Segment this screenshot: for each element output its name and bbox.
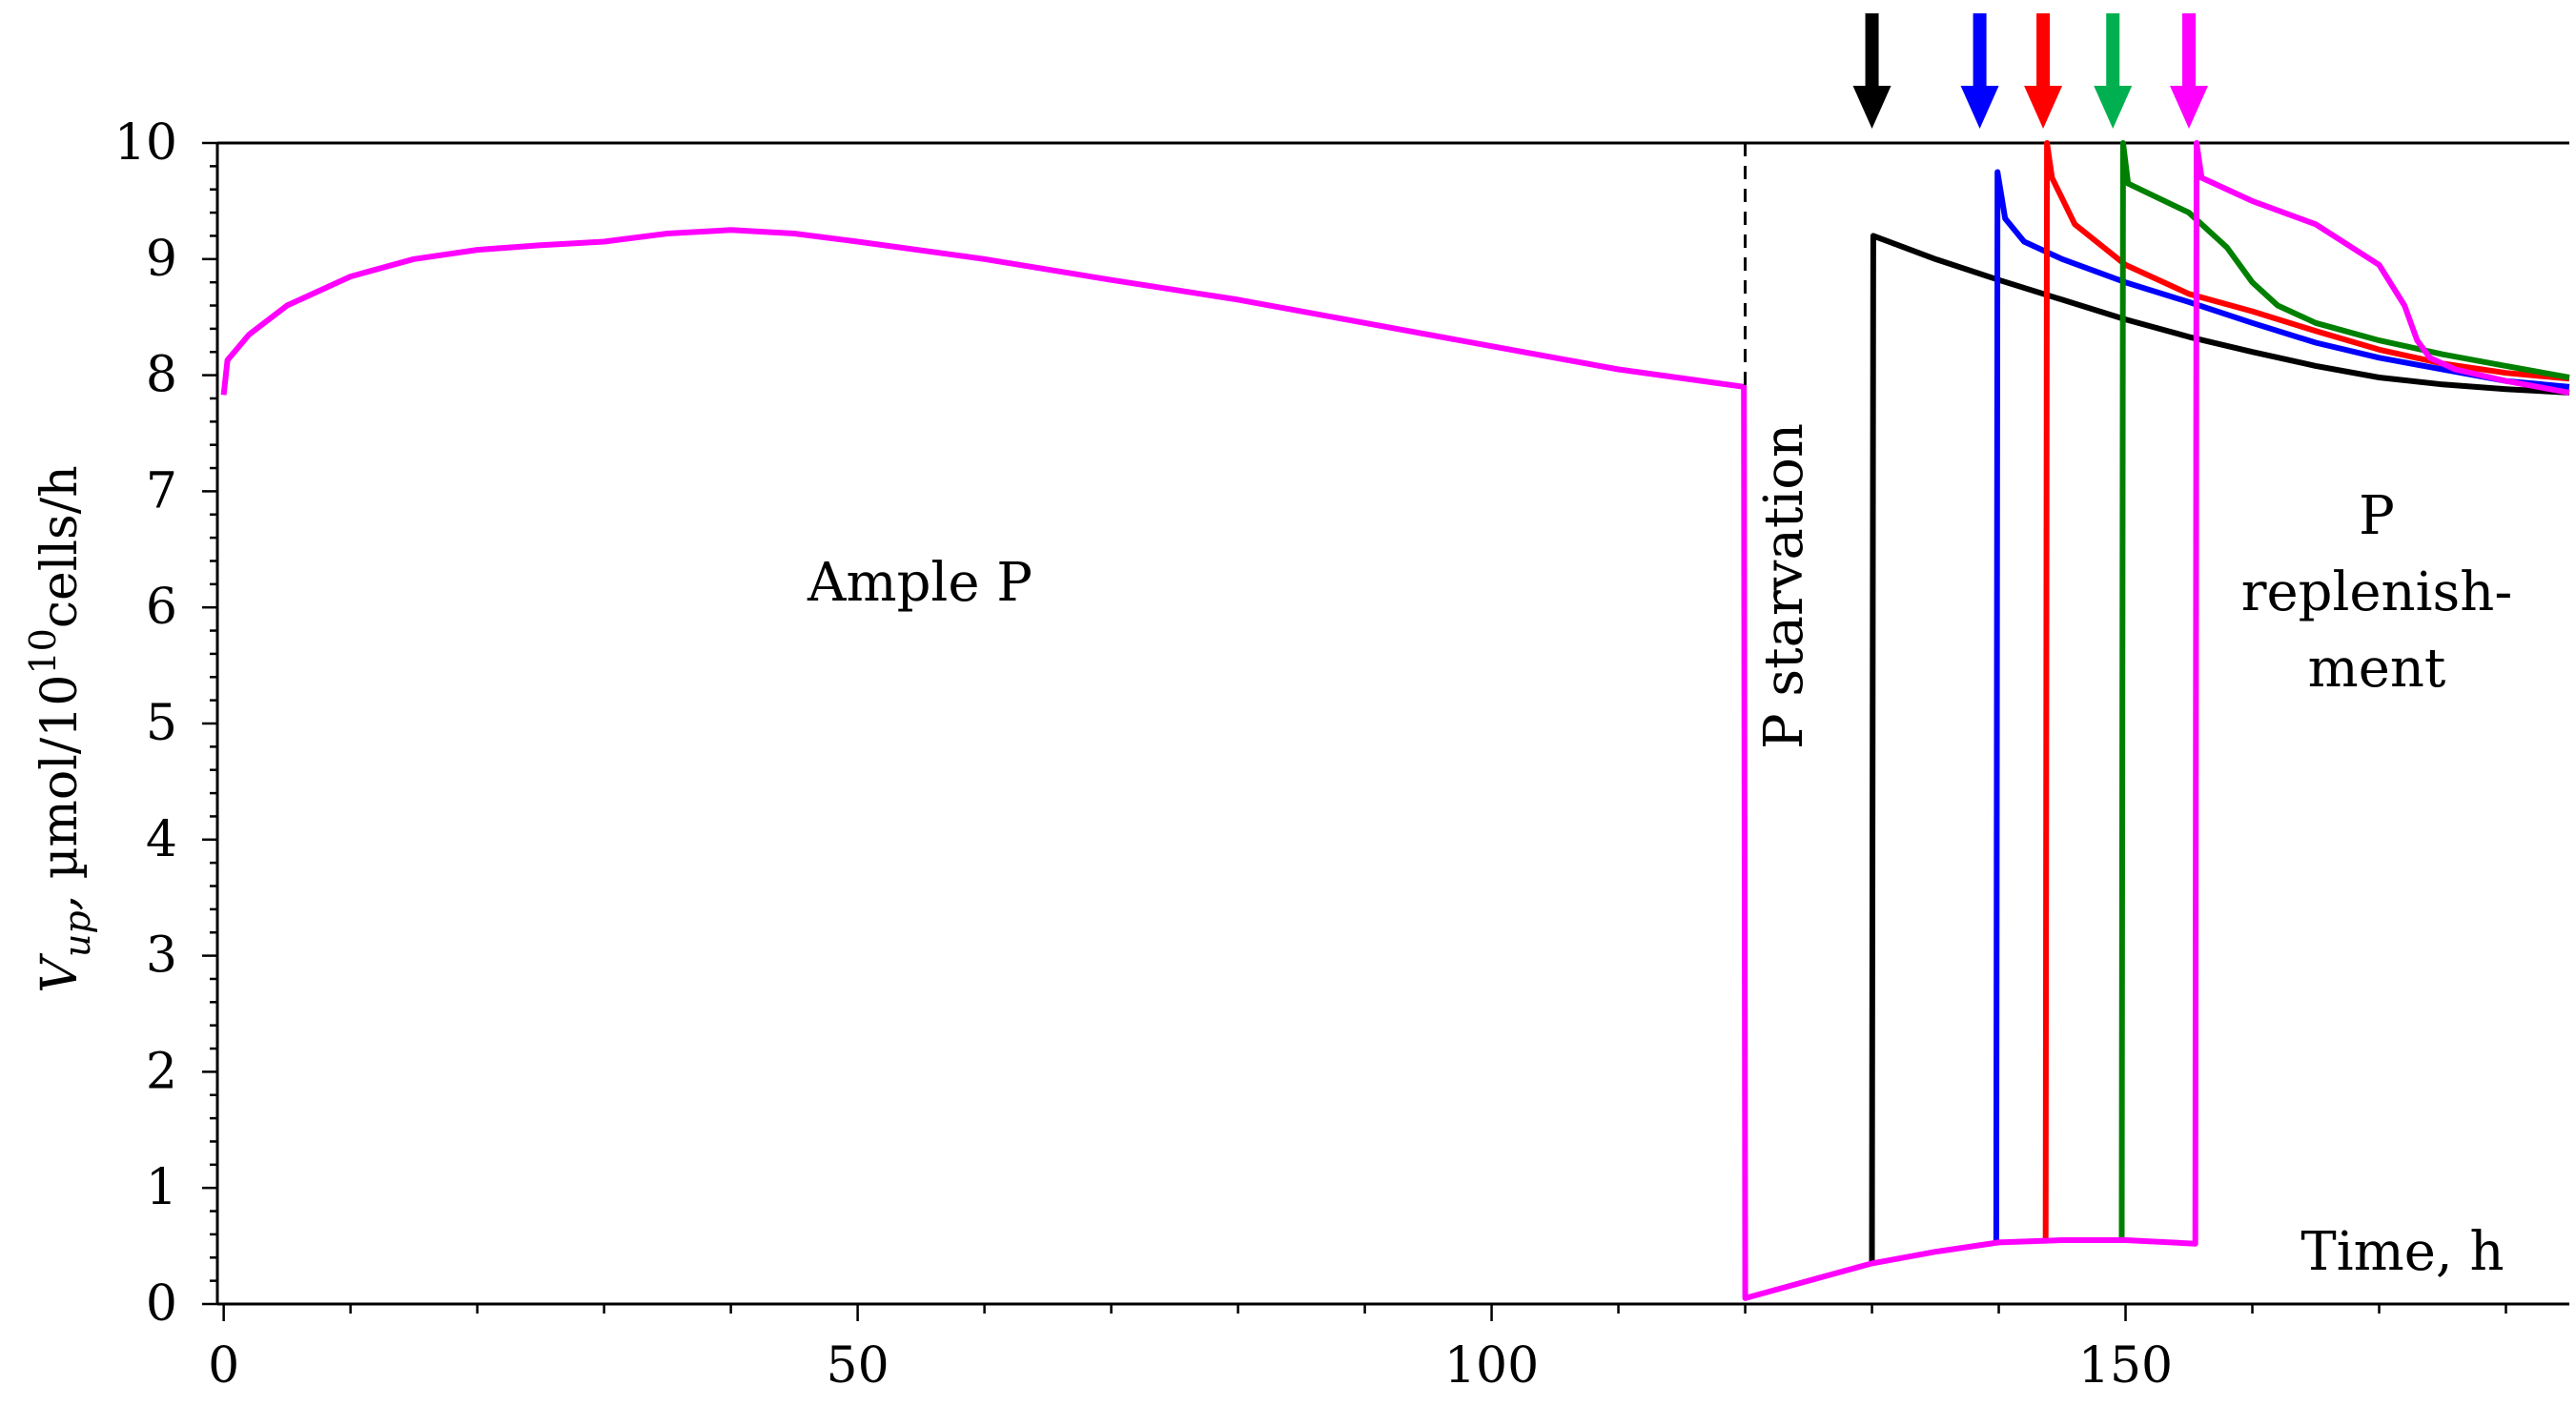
y-tick-label: 4 xyxy=(146,811,177,868)
annotation-replenish-line-3: ment xyxy=(2308,638,2446,700)
y-tick-label: 8 xyxy=(146,347,177,404)
y-axis-label-var: V xyxy=(31,953,89,993)
series-line-1 xyxy=(1869,233,2570,1264)
y-axis-label: Vup, µmol/1010cells/h xyxy=(22,465,98,992)
y-tick-label: 0 xyxy=(146,1275,177,1333)
y-tick-label: 5 xyxy=(146,695,177,752)
x-axis-label: Time, h xyxy=(2300,1221,2504,1283)
x-tick-label: 0 xyxy=(208,1337,239,1395)
arrows xyxy=(1852,13,2209,129)
series-line-2 xyxy=(1993,169,2570,1243)
series-line-4 xyxy=(2118,140,2570,1241)
y-axis-label-unit-prefix: µmol/10 xyxy=(31,675,89,895)
y-axis-label-comma: , xyxy=(31,895,89,911)
y-tick-label: 1 xyxy=(146,1159,177,1216)
arrow-marker-2 xyxy=(2024,13,2063,129)
y-axis-label-sub: up xyxy=(56,910,98,957)
arrow-marker-1 xyxy=(1960,13,1999,129)
annotation-starvation: P starvation xyxy=(1753,423,1815,749)
series-line-0 xyxy=(220,140,2570,1301)
axes xyxy=(215,141,2569,1306)
y-tick-label: 10 xyxy=(114,114,177,172)
annotation-ample: Ample P xyxy=(807,552,1032,614)
x-tick-label: 150 xyxy=(2078,1337,2173,1395)
arrow-marker-4 xyxy=(2170,13,2209,129)
series-lines xyxy=(220,140,2570,1301)
y-tick-label: 7 xyxy=(146,462,177,520)
x-tick-label: 50 xyxy=(827,1337,889,1395)
tick-marks xyxy=(202,141,2507,1321)
y-tick-label: 6 xyxy=(146,579,177,636)
series-line-3 xyxy=(2042,140,2570,1241)
annotation-replenish-line-2: replenish- xyxy=(2241,561,2513,623)
y-axis-label-sup: 10 xyxy=(22,628,64,674)
arrow-marker-3 xyxy=(2094,13,2133,129)
y-tick-label: 9 xyxy=(146,231,177,288)
annotation-replenish-line-1: P xyxy=(2359,485,2395,547)
x-tick-label: 100 xyxy=(1444,1337,1539,1395)
y-tick-label: 2 xyxy=(146,1043,177,1100)
y-axis-label-unit-suffix: cells/h xyxy=(31,465,89,628)
arrow-marker-0 xyxy=(1852,13,1891,129)
y-tick-label: 3 xyxy=(146,927,177,985)
